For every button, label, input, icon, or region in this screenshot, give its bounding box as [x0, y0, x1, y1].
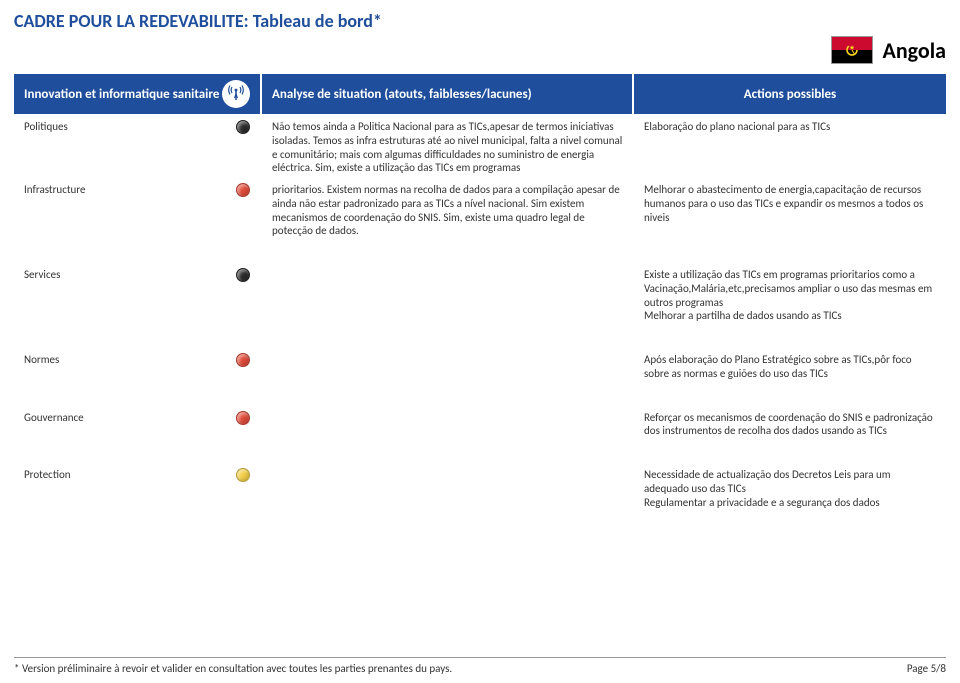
category-cell: Infrastructure [14, 181, 262, 240]
category-cell: Gouvernance [14, 409, 262, 441]
column-headers: Innovation et informatique sanitaire A A… [14, 74, 946, 114]
table-row: Services Existe a utilização das TICs em … [14, 262, 946, 325]
analysis-cell [262, 466, 634, 511]
category-label: Politiques [24, 120, 230, 133]
status-dot-icon [236, 411, 250, 425]
analysis-cell [262, 351, 634, 383]
category-label: Normes [24, 353, 230, 366]
status-dot-icon [236, 353, 250, 367]
table-row: Gouvernance Reforçar os mecanismos de coo… [14, 405, 946, 441]
table-row: Infrastructure prioritarios. Existem norm… [14, 177, 946, 240]
column-header-analysis: Analyse de situation (atouts, faiblesses… [262, 74, 634, 114]
category-cell: Protection [14, 466, 262, 511]
table-row: Protection Necessidade de actualização do… [14, 462, 946, 511]
svg-text:A: A [234, 91, 239, 100]
table-row: Normes Após elaboração do Plano Estratégi… [14, 347, 946, 383]
column-header-label: Actions possibles [744, 87, 836, 102]
flag-icon [831, 36, 873, 64]
header-row: Angola [0, 36, 960, 70]
analysis-cell: prioritarios. Existem normas na recolha … [262, 181, 634, 240]
footer: * Version préliminaire à revoir et valid… [14, 657, 946, 675]
flag-emblem-icon [845, 43, 859, 57]
category-label: Protection [24, 468, 230, 481]
analysis-cell [262, 409, 634, 441]
category-cell: Politiques [14, 118, 262, 177]
category-label: Gouvernance [24, 411, 230, 424]
column-header-category: Innovation et informatique sanitaire A [14, 74, 262, 114]
category-label: Infrastructure [24, 183, 230, 196]
category-cell: Services [14, 266, 262, 325]
column-header-label: Analyse de situation (atouts, faiblesses… [272, 87, 532, 102]
action-cell: Reforçar os mecanismos de coordenação do… [634, 409, 946, 441]
column-header-label: Innovation et informatique sanitaire [24, 87, 219, 102]
country-name: Angola [883, 37, 946, 64]
antenna-icon: A [222, 80, 250, 108]
action-cell: Elaboração do plano nacional para as TIC… [634, 118, 946, 177]
column-header-actions: Actions possibles [634, 74, 946, 114]
action-cell: Existe a utilização das TICs em programa… [634, 266, 946, 325]
table-body: Politiques Não temos ainda a Politica Nac… [14, 114, 946, 511]
action-cell: Após elaboração do Plano Estratégico sob… [634, 351, 946, 383]
status-dot-icon [236, 468, 250, 482]
category-label: Services [24, 268, 230, 281]
page-title: CADRE POUR LA REDEVABILITE: Tableau de b… [0, 0, 960, 36]
country-block: Angola [831, 36, 946, 64]
status-dot-icon [236, 183, 250, 197]
action-cell: Melhorar o abastecimento de energia,capa… [634, 181, 946, 240]
footnote: * Version préliminaire à revoir et valid… [14, 662, 452, 675]
page-indicator: Page 5/8 [907, 662, 946, 675]
status-dot-icon [236, 268, 250, 282]
status-dot-icon [236, 120, 250, 134]
analysis-cell: Não temos ainda a Politica Nacional para… [262, 118, 634, 177]
category-cell: Normes [14, 351, 262, 383]
analysis-cell [262, 266, 634, 325]
action-cell: Necessidade de actualização dos Decretos… [634, 466, 946, 511]
table-row: Politiques Não temos ainda a Politica Nac… [14, 114, 946, 177]
